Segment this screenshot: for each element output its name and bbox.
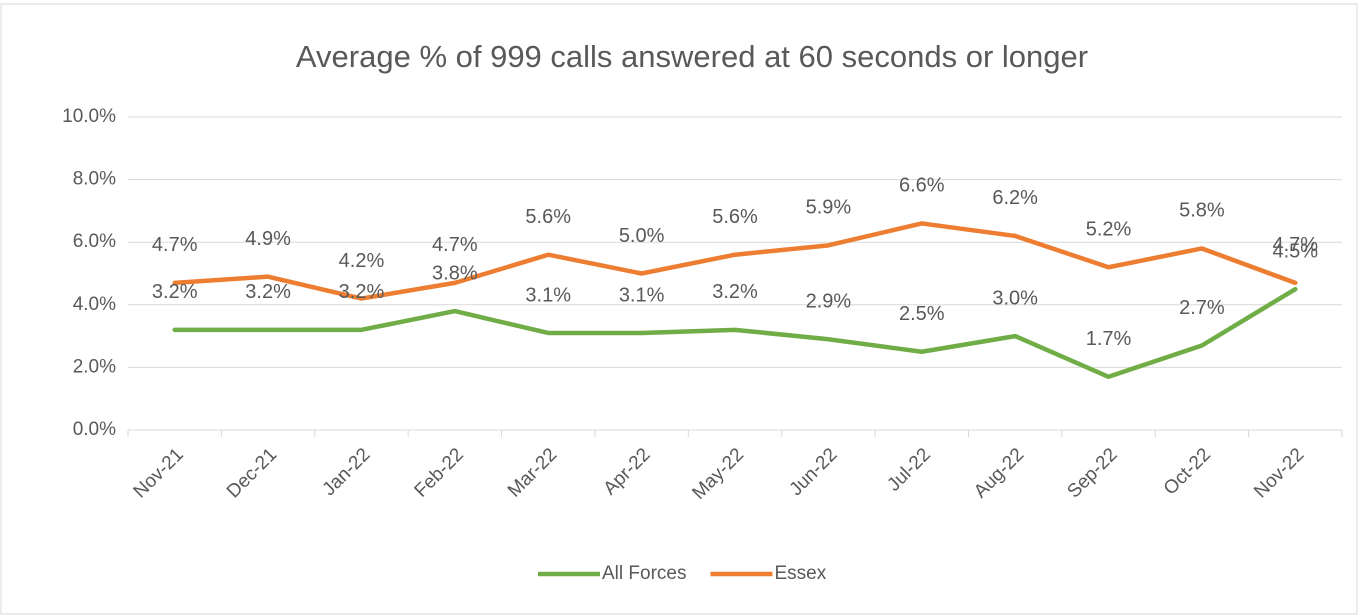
data-label: 3.1% [619, 284, 665, 306]
data-label: 3.2% [152, 281, 198, 303]
y-tick-label: 6.0% [73, 231, 116, 252]
data-label: 5.9% [806, 197, 852, 219]
y-tick-label: 4.0% [73, 294, 116, 315]
data-label: 5.6% [525, 206, 571, 228]
data-label: 2.9% [806, 291, 852, 313]
data-label: 4.7% [432, 234, 478, 256]
data-label: 4.2% [339, 250, 385, 272]
data-label: 3.8% [432, 262, 478, 284]
data-label: 2.5% [899, 303, 945, 325]
y-tick-label: 10.0% [62, 106, 116, 127]
data-label: 2.7% [1179, 297, 1225, 319]
data-label: 3.2% [712, 281, 758, 303]
data-label: 3.2% [245, 281, 291, 303]
data-label: 6.2% [992, 187, 1038, 209]
data-label: 5.8% [1179, 200, 1225, 222]
legend-label: Essex [774, 563, 826, 584]
data-label: 3.2% [339, 281, 385, 303]
data-label: 3.0% [992, 287, 1038, 309]
series-line [172, 286, 1298, 380]
data-label: 3.1% [525, 284, 571, 306]
data-label: 4.9% [245, 228, 291, 250]
data-label: 4.5% [1273, 240, 1319, 262]
series-line [172, 221, 1298, 301]
y-tick-label: 8.0% [73, 169, 116, 190]
data-label: 5.2% [1086, 219, 1132, 241]
data-label: 5.0% [619, 225, 665, 247]
data-label: 1.7% [1086, 328, 1132, 350]
data-label: 6.6% [899, 175, 945, 197]
legend-label: All Forces [602, 563, 686, 584]
y-tick-label: 2.0% [73, 356, 116, 377]
data-label: 5.6% [712, 206, 758, 228]
y-tick-label: 0.0% [73, 419, 116, 440]
chart-title: Average % of 999 calls answered at 60 se… [296, 39, 1088, 74]
data-label: 4.7% [152, 234, 198, 256]
data-label: 4.7% [1273, 234, 1319, 256]
chart-frame [0, 3, 1358, 615]
